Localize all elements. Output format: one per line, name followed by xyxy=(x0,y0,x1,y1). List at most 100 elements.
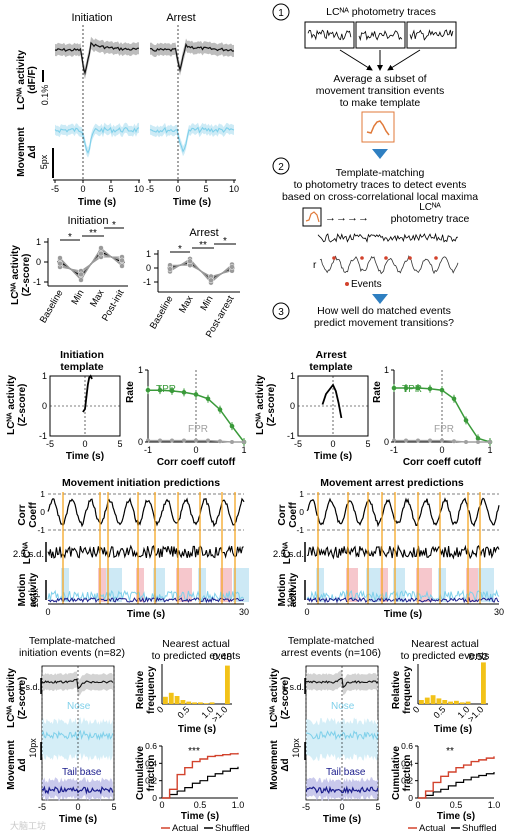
r-label: r xyxy=(313,260,317,271)
ytick: 0 xyxy=(384,437,389,447)
tpr-point xyxy=(463,418,469,423)
fpr-point xyxy=(440,438,444,443)
template-ylabel: LCᴺᴬ activity xyxy=(255,375,266,435)
ytick: 1 xyxy=(290,371,295,381)
matched-row: Template-matched initiation events (n=82… xyxy=(6,635,500,834)
b-ylabel: LCᴺᴬ activity xyxy=(10,245,21,305)
trace-box xyxy=(355,21,406,49)
ytick: 0 xyxy=(138,437,143,447)
activity-ylabel-units: (dF/F) xyxy=(27,66,38,94)
fpr-point xyxy=(158,438,162,443)
xlabel: Time (s) xyxy=(181,811,219,822)
xtick: -5 xyxy=(302,802,310,812)
hist-ylabel: Relative xyxy=(135,670,146,709)
step3-circle xyxy=(272,302,290,320)
xtick: 0.5 xyxy=(194,800,207,810)
sd-scale: 2.5 s.d. xyxy=(13,549,44,560)
ytick: -1 xyxy=(296,525,304,535)
actual-line xyxy=(418,756,495,799)
fpr-point xyxy=(206,438,210,443)
xtick: 0.5 xyxy=(431,704,447,720)
xtick: 0.5 xyxy=(450,800,463,810)
fpr-point xyxy=(194,438,198,443)
motion-shade xyxy=(233,568,249,602)
event-dot xyxy=(434,256,438,260)
matched-mov-ylabel: Movement xyxy=(269,740,280,790)
xlabel: Time (s) xyxy=(323,814,361,825)
data-point xyxy=(119,257,125,264)
motion-shade xyxy=(198,568,206,602)
xtick: 30 xyxy=(239,607,249,617)
nearest-title: Nearest actual xyxy=(162,638,230,650)
panel-a: Initiation Arrest LCᴺᴬ activity (dF/F) 0… xyxy=(16,12,239,208)
tpr-label: TPR xyxy=(402,384,422,395)
box-traces xyxy=(307,29,454,42)
event-dot xyxy=(384,256,388,260)
xtick: -5 xyxy=(38,802,46,812)
xtick: 1 xyxy=(241,445,246,455)
motion-label: activity xyxy=(28,572,39,607)
activity-ylabel: LCᴺᴬ activity xyxy=(16,50,27,110)
fpr-label: FPR xyxy=(188,424,208,435)
hist-bar xyxy=(481,662,486,704)
small-template-box xyxy=(302,207,322,227)
xtick: 0 xyxy=(82,439,87,449)
trace-label: LCᴺᴬ xyxy=(419,202,441,213)
hist-bar xyxy=(203,703,209,704)
mean-trace xyxy=(149,42,235,73)
fpr-point xyxy=(182,438,186,443)
ytick: 0 xyxy=(42,401,47,411)
xlabel: Time (s) xyxy=(314,451,352,462)
legend-shuffled: Shuffled xyxy=(215,823,250,834)
arrest-pred-title: Movement arrest predictions xyxy=(320,477,464,489)
data-point xyxy=(229,264,235,270)
photometry-line xyxy=(317,232,459,243)
xtick: 5 xyxy=(111,802,116,812)
init-matched-title: Template-matched xyxy=(29,635,116,647)
hist-bar xyxy=(180,700,186,704)
step3-num: 3 xyxy=(278,307,284,318)
hist-ylabel: Relative xyxy=(391,670,402,709)
sd-scale: 1 s.d. xyxy=(18,682,40,692)
schematic: 1 LCᴺᴬ photometry traces Average a subse… xyxy=(272,3,478,329)
data-point xyxy=(78,277,84,283)
motion-label: Motion xyxy=(277,574,288,607)
dot-plots xyxy=(56,245,236,286)
sig-star: * xyxy=(68,232,72,243)
sig-star: * xyxy=(223,236,227,247)
xtick: -5 xyxy=(146,184,154,194)
fpr-point xyxy=(242,440,246,444)
xlabel: Time (s) xyxy=(384,609,422,620)
hist-bar xyxy=(168,692,174,704)
hist-bar xyxy=(174,696,180,704)
motion-shade xyxy=(380,568,388,602)
tpr-point xyxy=(217,407,223,412)
hist-bar xyxy=(454,700,459,704)
motion-shade xyxy=(438,568,446,602)
ytick: 0 xyxy=(40,507,45,517)
xtick: 0 xyxy=(339,802,344,812)
motion-shade xyxy=(153,568,165,602)
step3-text: predict movement transitions? xyxy=(314,317,454,329)
cum-ylabel: fraction xyxy=(402,755,413,792)
b-ylabel-units: (Z-score) xyxy=(21,254,32,297)
arrest-xticks: -5 0 5 10 xyxy=(146,180,239,194)
fpr-point xyxy=(452,439,456,444)
xlabel: Corr coeff cutoff xyxy=(157,457,236,468)
step1-circle xyxy=(272,3,290,21)
step2-text: Template-matching xyxy=(336,167,425,179)
motion-shade xyxy=(366,568,382,602)
init-pred-title: Movement initiation predictions xyxy=(62,477,220,489)
data-point xyxy=(187,258,193,265)
template-box xyxy=(361,111,395,143)
data-point xyxy=(208,277,214,284)
tpr-point xyxy=(229,423,235,429)
initiation-title: Initiation xyxy=(72,12,113,24)
nose-label: Nose xyxy=(67,701,91,712)
xtick: -5 xyxy=(294,439,302,449)
chevrons: →→→→ xyxy=(325,212,369,224)
ytick: 0.4 xyxy=(145,758,157,768)
xtick: 0 xyxy=(304,607,309,617)
xlabel: Time (s) xyxy=(434,724,472,735)
ytick: -1 xyxy=(143,277,151,287)
